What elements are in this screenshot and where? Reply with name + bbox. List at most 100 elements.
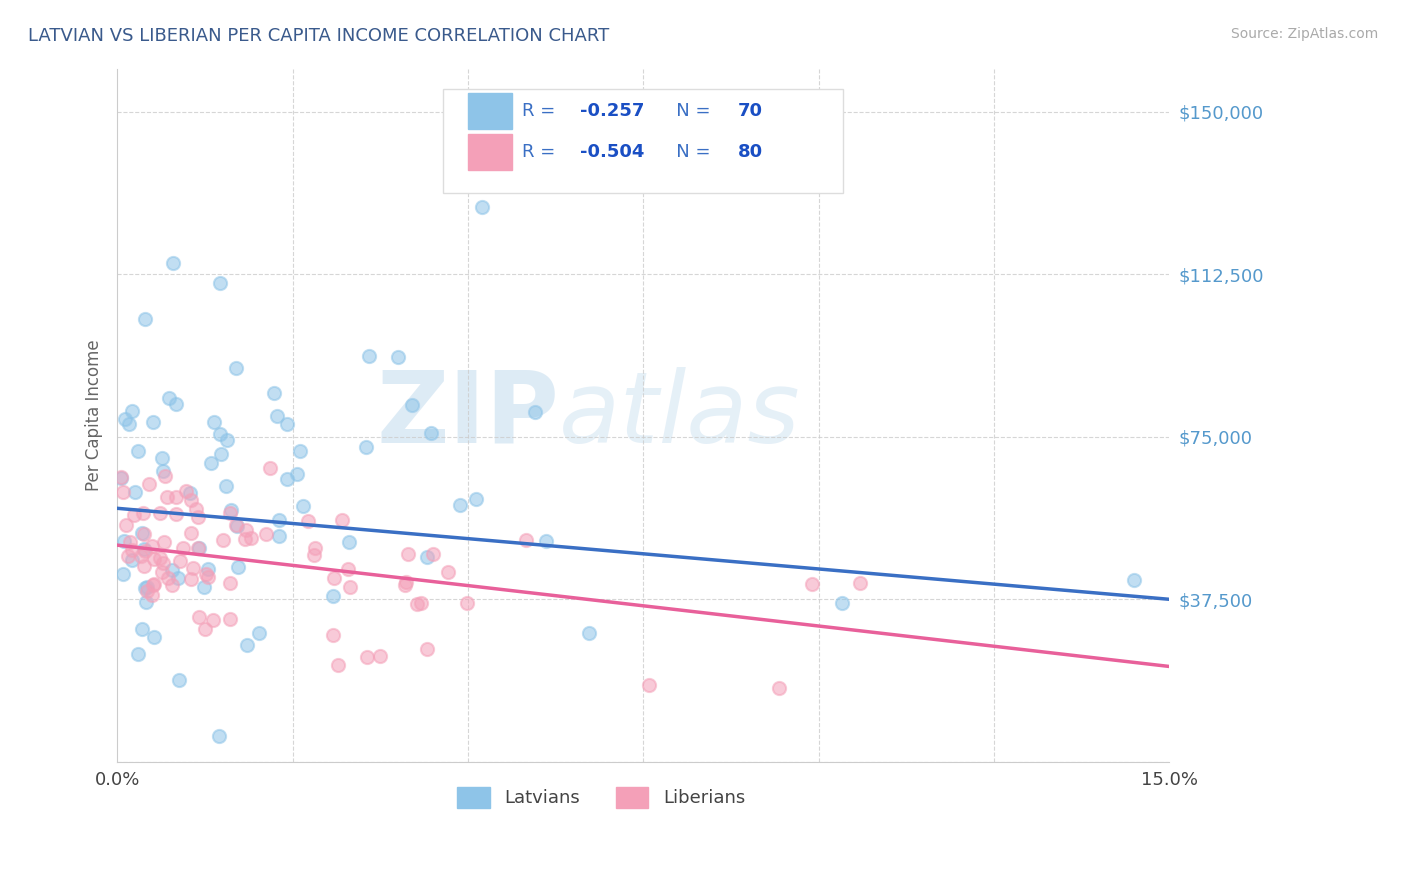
- Point: [142, 415, 165, 429]
- Point: [165, 507, 187, 521]
- Point: [117, 549, 139, 564]
- Point: [233, 532, 256, 546]
- Point: [152, 556, 174, 570]
- Point: [395, 574, 418, 589]
- Point: [215, 433, 238, 447]
- Point: [208, 276, 231, 290]
- Point: [259, 460, 281, 475]
- Point: [422, 547, 444, 561]
- Point: [322, 628, 344, 642]
- Y-axis label: Per Capita Income: Per Capita Income: [86, 339, 103, 491]
- Point: [187, 510, 209, 524]
- Point: [225, 518, 247, 533]
- Point: [157, 391, 180, 405]
- FancyBboxPatch shape: [468, 93, 512, 128]
- Point: [768, 681, 790, 695]
- Point: [142, 578, 165, 592]
- Point: [304, 541, 326, 556]
- Point: [152, 464, 174, 478]
- Point: [269, 513, 291, 527]
- Point: [124, 484, 146, 499]
- FancyBboxPatch shape: [443, 89, 844, 194]
- Point: [193, 580, 215, 594]
- Point: [180, 573, 202, 587]
- Point: [127, 647, 149, 661]
- Point: [132, 507, 155, 521]
- Point: [135, 580, 157, 594]
- Point: [849, 576, 872, 591]
- Point: [135, 595, 157, 609]
- Point: [143, 577, 166, 591]
- Point: [534, 534, 557, 549]
- Point: [167, 673, 190, 687]
- Point: [322, 589, 344, 603]
- Point: [200, 456, 222, 470]
- Point: [1123, 573, 1146, 587]
- Text: atlas: atlas: [560, 367, 800, 464]
- Point: [356, 650, 378, 665]
- Point: [266, 409, 288, 424]
- Point: [149, 506, 172, 520]
- Point: [323, 571, 346, 585]
- Point: [202, 613, 225, 627]
- Point: [197, 570, 219, 584]
- Point: [134, 526, 156, 541]
- Point: [180, 492, 202, 507]
- Point: [179, 485, 201, 500]
- Point: [121, 542, 143, 557]
- Point: [186, 502, 208, 516]
- Point: [131, 622, 153, 636]
- Point: [226, 518, 249, 533]
- Point: [394, 577, 416, 591]
- Point: [302, 549, 325, 563]
- Point: [208, 729, 231, 743]
- Point: [118, 417, 141, 432]
- Point: [194, 567, 217, 582]
- Point: [131, 526, 153, 541]
- Point: [138, 476, 160, 491]
- Point: [172, 541, 194, 555]
- Point: [131, 549, 153, 563]
- Point: [214, 479, 236, 493]
- Point: [416, 549, 439, 564]
- Point: [387, 350, 409, 364]
- Text: Source: ZipAtlas.com: Source: ZipAtlas.com: [1230, 27, 1378, 41]
- Text: 80: 80: [738, 144, 763, 161]
- Point: [401, 398, 423, 412]
- Point: [336, 562, 359, 576]
- Point: [235, 523, 257, 537]
- Point: [337, 535, 360, 549]
- Point: [420, 425, 443, 440]
- Point: [406, 597, 429, 611]
- Point: [236, 638, 259, 652]
- Text: ZIP: ZIP: [377, 367, 560, 464]
- Point: [437, 565, 460, 579]
- Point: [219, 575, 242, 590]
- Point: [152, 565, 174, 579]
- Point: [263, 385, 285, 400]
- Point: [127, 444, 149, 458]
- Point: [174, 483, 197, 498]
- Point: [464, 491, 486, 506]
- Point: [134, 543, 156, 558]
- Point: [269, 529, 291, 543]
- Point: [121, 553, 143, 567]
- Point: [276, 417, 298, 432]
- Text: -0.504: -0.504: [581, 144, 644, 161]
- Point: [134, 581, 156, 595]
- Point: [228, 559, 250, 574]
- Point: [800, 577, 823, 591]
- Point: [297, 514, 319, 528]
- Text: R =: R =: [522, 102, 561, 120]
- Point: [357, 349, 380, 363]
- Point: [112, 566, 135, 581]
- Point: [197, 562, 219, 576]
- Point: [515, 533, 537, 547]
- Text: 70: 70: [738, 102, 763, 120]
- Point: [122, 508, 145, 523]
- Point: [111, 485, 134, 500]
- Point: [416, 642, 439, 657]
- Point: [110, 470, 132, 484]
- Point: [204, 415, 226, 429]
- Text: -0.257: -0.257: [581, 102, 644, 120]
